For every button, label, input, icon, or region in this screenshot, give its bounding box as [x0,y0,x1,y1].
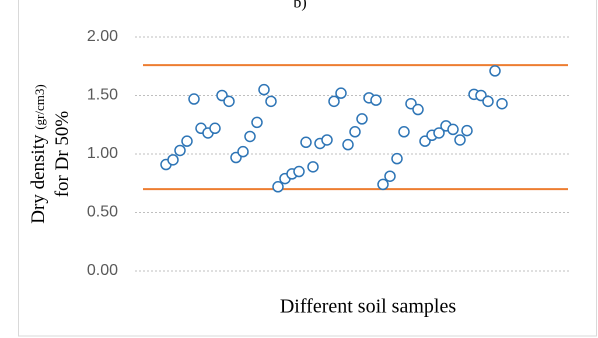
point [335,87,347,99]
point [391,152,403,165]
point [272,181,284,193]
point [307,161,319,173]
point [293,165,305,178]
point [398,126,410,138]
point [188,93,200,105]
point [258,83,270,96]
point [223,95,235,108]
point [482,95,494,108]
point [356,113,368,125]
point [244,130,256,143]
point [181,135,193,147]
point [461,124,473,137]
point [433,127,445,139]
x-axis-title: Different soil samples [280,296,456,318]
chart-title: b) [293,0,306,12]
point [447,123,459,136]
point [377,178,389,191]
point [328,95,340,108]
point [321,134,333,146]
point [237,145,249,158]
point [209,122,221,135]
y-axis-title-line2: for Dr 50% [52,111,73,198]
point [489,65,501,77]
point [174,144,186,157]
y-tick-label: 1.50 [87,87,118,104]
y-tick-label: 0.50 [87,204,118,221]
point [342,138,354,151]
y-tick-label: 1.00 [87,145,118,162]
point [300,136,312,149]
y-tick-label: 2.00 [87,28,118,45]
point [370,94,382,106]
point [349,126,361,138]
y-axis-title: Dry density (gr/cm3) for Dr 50% [28,84,73,223]
y-axis-title-unit: (gr/cm3) [32,84,47,129]
point [265,95,277,108]
point [412,103,424,116]
point [496,97,508,110]
chart-frame [18,0,597,337]
y-tick-label: 0.00 [87,262,118,279]
point [251,116,263,129]
y-axis-title-line: Dry density (gr/cm3) [28,84,49,223]
point [454,134,466,146]
point [167,154,179,166]
point [384,170,396,182]
y-axis-title-main: Dry density [28,134,49,224]
